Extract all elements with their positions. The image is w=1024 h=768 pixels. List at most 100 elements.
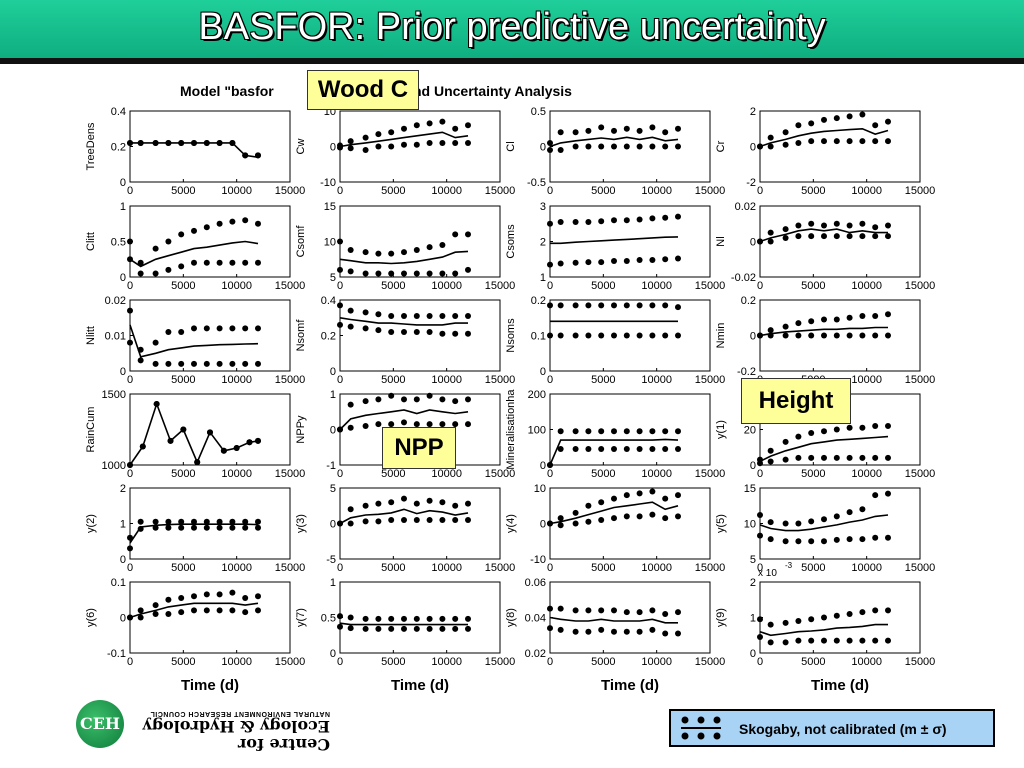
x-tick-label: 0 [337,656,343,668]
lower-point [872,637,879,644]
upper-point [127,307,133,314]
y-tick-label: 10 [744,519,756,531]
series-mean-line [759,514,889,532]
lower-point [165,266,172,273]
upper-point [465,122,471,129]
upper-point [452,125,459,132]
series-mean-line [129,240,259,268]
lower-point [178,360,185,367]
lower-point [362,422,369,429]
upper-point [165,596,172,603]
upper-point [452,615,459,622]
upper-point [833,220,840,227]
upper-point [662,610,669,617]
lower-point [203,139,210,146]
figure-title-end: n and Uncertainty Analysis [392,83,572,99]
upper-point [808,430,815,437]
lower-point [452,330,459,337]
upper-point [767,621,774,628]
x-tick-label: 5000 [381,280,405,292]
upper-point [413,247,420,254]
lower-point [557,260,564,267]
upper-point [216,220,223,227]
lower-point [362,518,369,525]
y-tick-label: 2 [120,483,126,495]
x-tick-label: 5000 [591,280,615,292]
upper-point [821,516,827,523]
upper-point [452,231,459,238]
lower-point [439,139,446,146]
x-tick-label: 0 [127,468,133,480]
upper-point [636,127,643,134]
lower-point [767,639,774,646]
plot-frame [549,205,711,278]
upper-point [662,428,669,435]
upper-point [137,346,144,353]
plot-frame [339,205,501,278]
lower-point [598,143,605,150]
x-tick-label: 15000 [275,468,306,480]
upper-point [885,490,891,497]
upper-point [636,490,643,497]
upper-point [611,607,617,614]
lower-point [203,607,210,614]
upper-point [229,589,236,596]
upper-point [191,227,197,234]
y-tick-label: -5 [326,554,336,566]
upper-point [216,325,223,332]
upper-point [872,607,879,614]
series-mean-line [339,622,468,626]
x-tick-label: 5000 [171,468,195,480]
y-axis-label: Csoms [505,224,517,259]
lower-point [557,626,564,633]
lower-point [401,270,407,277]
y-tick-label: 0.5 [531,106,546,118]
lower-point [375,518,382,525]
y-tick-label: 1 [120,519,126,531]
y-tick-label: 0 [750,648,756,660]
upper-point [439,396,446,403]
lower-point [649,256,656,263]
x-tick-label: 0 [127,562,133,574]
lower-point [833,454,840,461]
y-tick-label: 0.4 [321,295,336,307]
lower-point [194,459,201,466]
lower-point [127,339,133,346]
lower-point [347,323,354,330]
upper-point [347,614,354,621]
x-tick-label: 15000 [695,185,726,197]
upper-point [833,426,840,433]
upper-point [585,218,592,225]
lower-point [426,139,433,146]
upper-point [611,127,617,134]
upper-point [572,302,579,309]
upper-point [362,134,369,141]
y-axis-label: Nsomf [295,319,307,352]
x-tick-label: 15000 [485,374,516,386]
y-tick-label: 0 [330,366,336,378]
y-axis-label: Nl [715,236,727,246]
x-tick-label: 10000 [641,656,672,668]
lower-point [375,625,382,632]
y-tick-label: 2 [540,237,546,249]
lower-point [872,233,879,240]
lower-point [242,152,249,159]
lower-point [662,332,669,339]
lower-point [203,360,210,367]
exponent-note: x 10 [758,568,777,579]
y-tick-label: 0.5 [321,613,336,625]
lower-point [572,520,579,527]
y-tick-label: 0.02 [525,648,546,660]
y-tick-label: 0.1 [531,331,546,343]
lower-point [636,513,643,520]
upper-point [137,518,144,525]
upper-point [675,213,681,220]
upper-point [808,220,815,227]
x-tick-label: 5000 [171,656,195,668]
upper-point [401,615,407,622]
upper-point [337,302,343,309]
x-tick-label: 5000 [171,562,195,574]
upper-point [203,518,210,525]
lower-point [255,607,261,614]
y-tick-label: 10 [324,237,336,249]
